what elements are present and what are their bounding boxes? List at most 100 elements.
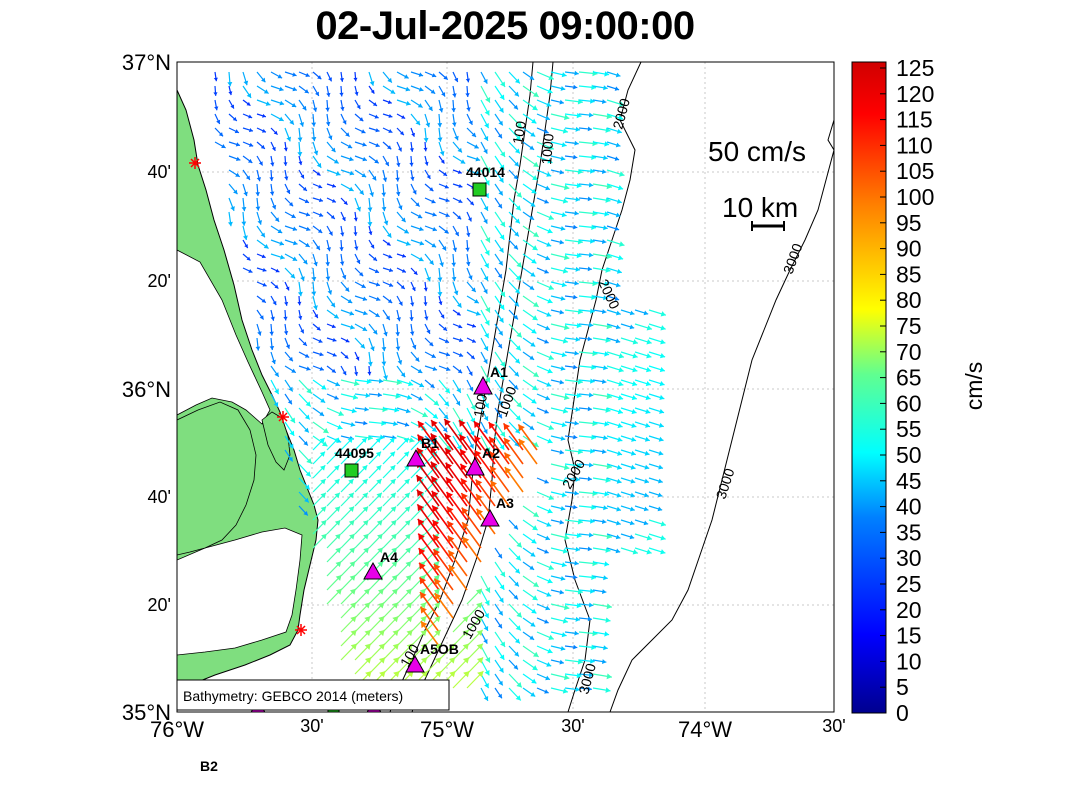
vector-head bbox=[530, 692, 536, 697]
vector-head bbox=[573, 224, 578, 230]
vector-head bbox=[245, 175, 250, 180]
vector-head bbox=[500, 221, 506, 227]
vector-head bbox=[483, 626, 489, 631]
vector-head bbox=[498, 247, 504, 253]
vector-head bbox=[530, 132, 536, 137]
vector-head bbox=[616, 506, 621, 512]
vector-head bbox=[387, 100, 392, 104]
vector-head bbox=[417, 103, 423, 108]
vector-head bbox=[333, 159, 339, 164]
vector-head bbox=[513, 174, 518, 180]
colorbar-tick-label: 60 bbox=[896, 390, 922, 416]
vector-head bbox=[377, 547, 383, 554]
inner-island-land bbox=[261, 411, 291, 471]
vector-head bbox=[363, 547, 369, 554]
vector-head bbox=[454, 231, 459, 237]
vector-head bbox=[529, 355, 535, 360]
vector-head bbox=[364, 643, 371, 650]
vector-head bbox=[279, 241, 284, 246]
vector-head bbox=[391, 547, 397, 554]
vector-head bbox=[279, 254, 285, 260]
vector-head bbox=[590, 168, 595, 174]
vector-head bbox=[445, 212, 450, 218]
vector-head bbox=[497, 203, 502, 209]
vector-head bbox=[513, 244, 518, 250]
vector-head bbox=[544, 549, 549, 554]
vector-head bbox=[297, 301, 302, 306]
vector-head bbox=[418, 533, 425, 541]
vector-head bbox=[406, 643, 413, 650]
station-A3-marker bbox=[480, 508, 500, 527]
vector-head bbox=[344, 287, 350, 292]
vector-head bbox=[335, 533, 341, 540]
vector-head bbox=[574, 560, 579, 566]
vector-head bbox=[545, 535, 550, 541]
vector-head bbox=[285, 344, 290, 349]
vector-head bbox=[349, 156, 354, 162]
vector-head bbox=[601, 519, 607, 524]
vector-head bbox=[370, 244, 375, 249]
vector-head bbox=[476, 643, 483, 650]
vector-head bbox=[439, 262, 444, 267]
vector-head bbox=[617, 185, 624, 191]
vector-head bbox=[418, 396, 423, 401]
vector-head bbox=[348, 479, 354, 485]
vector-head bbox=[392, 616, 399, 623]
vector-head bbox=[216, 119, 221, 124]
vector-head bbox=[630, 506, 635, 512]
vector-head bbox=[645, 422, 651, 428]
vector-head bbox=[591, 154, 597, 161]
vector-head bbox=[248, 114, 253, 119]
vector-head bbox=[375, 312, 380, 317]
vector-head bbox=[454, 77, 459, 82]
vector-head bbox=[544, 199, 549, 204]
vector-head bbox=[302, 105, 307, 111]
vector-head bbox=[615, 534, 621, 540]
vector-head bbox=[446, 491, 454, 499]
vector-head bbox=[305, 401, 311, 407]
vector-head bbox=[476, 602, 483, 609]
vector-head bbox=[574, 630, 579, 636]
vector-head bbox=[587, 126, 592, 132]
colorbar-tick-label: 40 bbox=[896, 494, 922, 520]
vector-head bbox=[513, 594, 518, 600]
vector-head bbox=[616, 464, 622, 470]
vector-head bbox=[453, 290, 459, 296]
vector-head bbox=[422, 411, 428, 418]
vector-head bbox=[362, 326, 368, 331]
vector-head bbox=[588, 672, 594, 678]
vector-head bbox=[504, 467, 512, 475]
vector-head bbox=[283, 162, 288, 166]
vector-head bbox=[617, 255, 624, 261]
vector-head bbox=[588, 392, 594, 398]
vector-head bbox=[484, 332, 489, 339]
vector-head bbox=[575, 546, 581, 552]
vector-head bbox=[660, 521, 666, 527]
vector-shaft bbox=[458, 419, 482, 451]
colorbar-ticks: 1251201151101051009590858075706560555045… bbox=[880, 55, 934, 726]
vector-head bbox=[235, 172, 240, 177]
vector-head bbox=[257, 220, 263, 225]
vector-head bbox=[349, 561, 356, 568]
vector-head bbox=[604, 281, 610, 287]
vector-head bbox=[437, 277, 443, 282]
vector-head bbox=[605, 477, 611, 483]
vector-head bbox=[484, 599, 490, 606]
vector-head bbox=[359, 117, 364, 122]
vector-head bbox=[588, 532, 594, 538]
vector-head bbox=[335, 575, 342, 581]
vector-head bbox=[440, 159, 445, 164]
vector-head bbox=[405, 547, 411, 554]
vector-head bbox=[484, 612, 489, 619]
vector-head bbox=[574, 350, 579, 356]
vector-head bbox=[390, 506, 397, 512]
vector-head bbox=[458, 199, 463, 203]
vector-head bbox=[288, 386, 293, 392]
vector-head bbox=[562, 268, 568, 274]
vector-head bbox=[484, 249, 490, 256]
vector-head bbox=[498, 330, 503, 336]
vector-head bbox=[601, 99, 607, 104]
vector-head bbox=[429, 341, 434, 347]
vector-shaft bbox=[430, 419, 454, 451]
vector-head bbox=[546, 171, 552, 177]
